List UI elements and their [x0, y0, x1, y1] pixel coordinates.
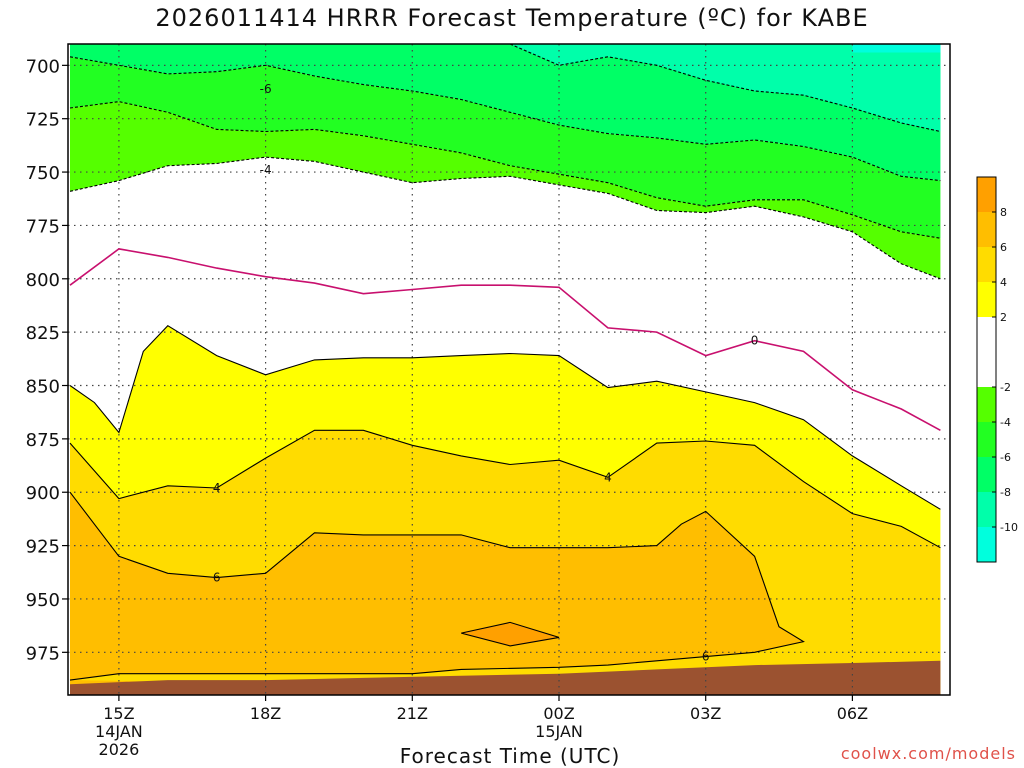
colorbar-band [977, 247, 996, 282]
colorbar-label: -6 [1000, 451, 1011, 464]
colorbar-label: -8 [1000, 486, 1011, 499]
isotherm--6 [69, 101, 941, 239]
contour-label: 6 [702, 650, 710, 664]
colorbar-band [977, 492, 996, 527]
band-minus12-to-minus10 [852, 44, 941, 53]
y-tick-label: 775 [26, 216, 60, 237]
isotherm-8 [461, 621, 560, 647]
colorbar-band [977, 317, 996, 387]
contour-label: -6 [260, 82, 272, 96]
isotherm--8 [69, 56, 941, 182]
colorbar-label: -4 [1000, 416, 1011, 429]
x-tick-label: 18Z [250, 704, 281, 723]
y-tick-label: 875 [26, 430, 60, 451]
y-tick-label: 825 [26, 323, 60, 344]
colorbar-label: -10 [1000, 521, 1018, 534]
colorbar-band [977, 177, 996, 212]
isotherm-2 [69, 324, 941, 510]
colorbar-label: 8 [1000, 206, 1007, 219]
x-tick-label: 21Z [397, 704, 428, 723]
y-tick-label: 850 [26, 377, 60, 398]
x-tick-label: 15Z [103, 704, 134, 723]
x-tick-label: 00Z [543, 704, 574, 723]
x-tick-sublabel: 14JAN [95, 722, 143, 741]
y-tick-label: 800 [26, 270, 60, 291]
contour-label: 4 [213, 481, 221, 495]
colorbar-label: -2 [1000, 381, 1011, 394]
contour-label: -4 [260, 163, 272, 177]
colorbar-band [977, 457, 996, 492]
terrain-fill [70, 660, 941, 695]
colorbar-band [977, 422, 996, 457]
y-tick-label: 750 [26, 163, 60, 184]
colorbar-label: 4 [1000, 276, 1007, 289]
colorbar-label: 6 [1000, 241, 1007, 254]
y-tick-label: 900 [26, 483, 60, 504]
colorbar-band [977, 212, 996, 247]
y-tick-label: 950 [26, 590, 60, 611]
isotherm-6 [69, 491, 805, 681]
plot-area: -6 -4 0 4 4 6 6 [68, 44, 950, 695]
contour-label: 0 [751, 334, 759, 348]
chart-title: 2026011414 HRRR Forecast Temperature (ºC… [155, 4, 869, 32]
band-minus10-to-minus8 [510, 44, 941, 132]
colorbar-band [977, 387, 996, 422]
x-tick-label: 06Z [837, 704, 868, 723]
contour-label: 6 [213, 571, 221, 585]
colorbar-band [977, 282, 996, 317]
y-tick-label: 975 [26, 643, 60, 664]
credit-link[interactable]: coolwx.com/models [840, 744, 1016, 763]
x-tick-sublabel: 15JAN [535, 722, 583, 741]
isotherm-4 [69, 429, 941, 549]
band-minus4-to-minus2 [70, 101, 941, 279]
isotherm--4 [69, 156, 941, 280]
x-tick-sublabel: 2026 [99, 740, 140, 759]
y-tick-label: 700 [26, 56, 60, 77]
plot-frame [67, 43, 951, 696]
y-tick-label: 925 [26, 537, 60, 558]
x-tick-label: 03Z [690, 704, 721, 723]
colorbar-frame [976, 176, 997, 563]
contour-label: 4 [604, 470, 612, 484]
y-tick-label: 725 [26, 110, 60, 131]
band-6-to-8-top [70, 492, 941, 695]
x-axis-label: Forecast Time (UTC) [399, 744, 621, 768]
isotherm-0 [69, 248, 941, 432]
band-minus6-to-minus4 [70, 56, 941, 239]
colorbar-label: 2 [1000, 311, 1007, 324]
colorbar-band [977, 527, 996, 562]
